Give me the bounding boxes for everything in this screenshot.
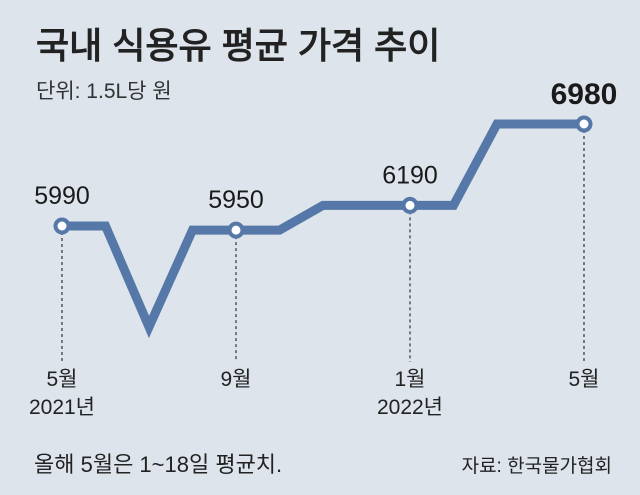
chart-subtitle: 단위: 1.5L당 원 <box>36 80 172 103</box>
data-point <box>53 217 71 235</box>
x-tick-year-label: 2021년 <box>29 396 95 419</box>
data-point <box>575 115 593 133</box>
source: 자료: 한국물가협회 <box>462 455 612 477</box>
data-label: 5990 <box>34 182 90 210</box>
data-label: 6980 <box>551 78 618 111</box>
data-point <box>227 221 245 239</box>
x-tick-label: 5월 <box>569 368 600 391</box>
series-line <box>62 119 584 339</box>
data-label: 6190 <box>382 161 438 189</box>
chart-title: 국내 식용유 평균 가격 추이 <box>36 25 440 66</box>
x-tick-label: 5월 <box>47 368 78 391</box>
x-tick-label: 1월 <box>395 368 426 391</box>
footnote: 올해 5월은 1~18일 평균치. <box>34 452 282 477</box>
x-tick-label: 9월 <box>221 368 252 391</box>
data-label: 5950 <box>208 186 264 214</box>
data-point <box>401 196 419 214</box>
x-tick-year-label: 2022년 <box>377 396 443 419</box>
